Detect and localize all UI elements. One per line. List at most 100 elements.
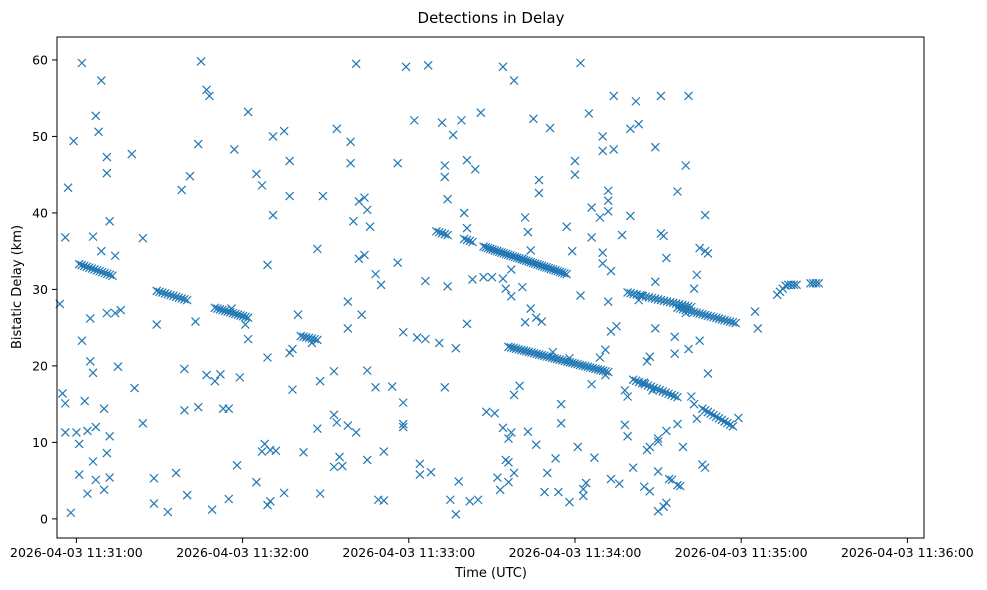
data-point-36 <box>236 310 245 320</box>
data-point-493 <box>653 506 663 516</box>
data-point-281 <box>216 369 225 379</box>
data-point-100 <box>519 346 529 356</box>
data-point-171 <box>673 392 682 402</box>
data-point-479 <box>639 378 649 388</box>
data-point-14 <box>152 286 162 296</box>
data-point-302 <box>268 210 278 220</box>
data-point-322 <box>332 418 342 427</box>
data-point-295 <box>257 447 267 456</box>
data-point-6 <box>90 265 99 274</box>
data-point-108 <box>539 351 549 361</box>
data-point-472 <box>625 124 635 134</box>
data-point-223 <box>63 183 73 193</box>
data-point-523 <box>700 463 710 473</box>
data-point-285 <box>227 304 236 313</box>
data-point-337 <box>357 310 367 320</box>
plot-frame <box>56 36 925 539</box>
data-point-251 <box>105 216 115 226</box>
data-point-482 <box>642 356 652 366</box>
data-point-163 <box>649 383 659 393</box>
data-point-98 <box>514 344 524 354</box>
data-point-169 <box>667 390 676 400</box>
data-point-513 <box>684 344 693 354</box>
data-point-270 <box>182 490 192 500</box>
data-point-437 <box>573 442 583 452</box>
data-point-47 <box>432 226 441 236</box>
data-point-183 <box>703 311 713 321</box>
data-point-116 <box>560 356 570 366</box>
data-point-428 <box>553 487 563 497</box>
data-point-198 <box>709 410 718 420</box>
data-point-501 <box>664 474 674 484</box>
data-point-243 <box>96 76 106 86</box>
data-point-9 <box>97 267 107 277</box>
data-point-401 <box>504 457 513 467</box>
data-point-194 <box>697 404 707 414</box>
data-point-421 <box>534 188 544 198</box>
data-point-195 <box>700 405 710 415</box>
data-point-222 <box>60 428 70 437</box>
data-point-188 <box>717 315 727 324</box>
data-point-225 <box>69 136 79 146</box>
data-point-202 <box>720 417 729 426</box>
y-axis: 0 10 20 30 40 50 60 <box>32 52 57 526</box>
data-point-185 <box>709 312 718 322</box>
data-point-112 <box>550 354 559 363</box>
data-point-518 <box>692 414 702 424</box>
data-point-107 <box>537 350 547 360</box>
x-tick-label-1: 2026-04-03 11:32:00 <box>176 545 309 560</box>
data-point-29 <box>218 305 227 315</box>
data-point-349 <box>379 496 389 505</box>
data-point-22 <box>174 293 184 303</box>
data-point-238 <box>88 457 98 466</box>
data-point-414 <box>523 427 533 437</box>
data-point-93 <box>562 269 572 279</box>
data-point-497 <box>659 502 669 512</box>
data-point-333 <box>351 428 361 437</box>
data-point-261 <box>138 418 148 428</box>
data-point-476 <box>634 119 644 129</box>
data-point-362 <box>420 334 430 344</box>
data-point-197 <box>706 409 716 418</box>
data-point-168 <box>664 389 674 399</box>
data-point-375 <box>451 343 461 353</box>
data-point-529 <box>753 323 763 333</box>
data-point-426 <box>548 347 558 357</box>
x-axis: 2026-04-03 11:31:00 2026-04-03 11:32:00 20… <box>10 538 974 560</box>
data-point-477 <box>634 295 644 305</box>
data-point-276 <box>202 85 212 95</box>
data-point-418 <box>531 313 541 323</box>
data-point-408 <box>515 381 525 391</box>
data-point-409 <box>517 282 527 292</box>
data-point-257 <box>116 305 126 315</box>
data-point-359 <box>412 333 422 343</box>
data-point-491 <box>653 467 663 476</box>
data-point-405 <box>509 76 519 86</box>
data-point-191 <box>725 317 735 327</box>
data-point-323 <box>329 462 339 472</box>
data-point-489 <box>650 323 660 333</box>
data-point-429 <box>556 399 566 409</box>
data-point-27 <box>213 304 222 313</box>
data-point-434 <box>567 246 577 256</box>
data-point-444 <box>587 232 597 242</box>
data-point-4 <box>84 263 94 273</box>
data-point-470 <box>623 392 633 401</box>
data-point-361 <box>415 470 425 479</box>
data-point-385 <box>470 164 480 174</box>
data-point-386 <box>473 495 483 505</box>
data-point-201 <box>717 415 727 425</box>
data-point-335 <box>354 254 364 264</box>
data-point-114 <box>555 355 565 365</box>
data-point-339 <box>360 250 369 260</box>
data-point-160 <box>640 379 650 389</box>
data-point-459 <box>603 186 613 196</box>
data-point-11 <box>102 269 112 279</box>
data-point-330 <box>346 158 356 168</box>
data-point-110 <box>544 352 554 362</box>
data-point-306 <box>279 488 289 498</box>
data-point-284 <box>224 494 234 504</box>
data-point-507 <box>673 480 682 490</box>
y-tick-label-2: 20 <box>32 358 48 373</box>
data-point-109 <box>542 352 552 361</box>
